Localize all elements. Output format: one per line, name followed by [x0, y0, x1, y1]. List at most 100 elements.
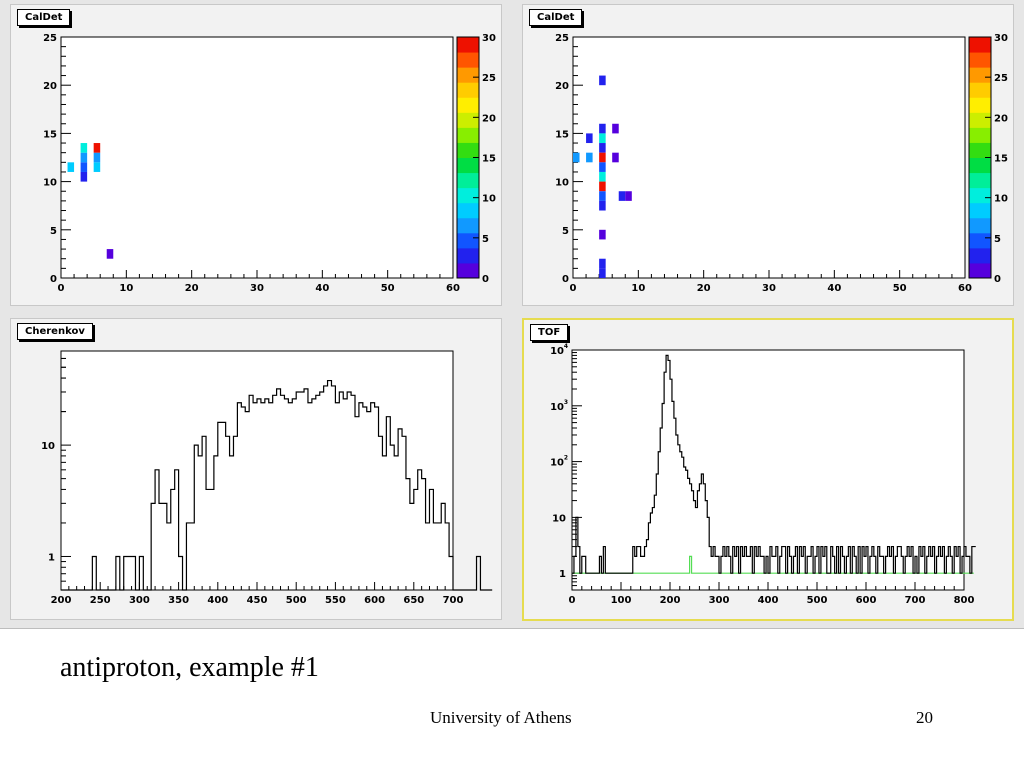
plot-frame — [572, 36, 966, 279]
palette-swatch — [969, 142, 991, 158]
heatmap-cell — [618, 191, 626, 201]
palette-swatch — [457, 157, 479, 174]
palette-swatch — [969, 67, 991, 83]
y-tick-label: 10 — [43, 178, 57, 189]
root-canvas: CalDet 0 10 20 30 40 50 60 0 5 10 15 20 25 0 5 10 15 20 25… — [0, 0, 1024, 629]
heatmap-cell — [599, 75, 606, 86]
y-tick-label: 15 — [555, 129, 569, 140]
histogram-line — [572, 354, 976, 574]
x-tick-label: 50 — [893, 283, 907, 294]
heatmap-cell — [612, 152, 619, 163]
x-tick-label: 650 — [403, 595, 424, 606]
palette-swatch — [457, 82, 479, 98]
y-tick-exponent: 3 — [564, 399, 568, 406]
palette-tick-label: 0 — [482, 274, 489, 285]
palette-swatch — [969, 232, 991, 249]
palette-tick-label: 30 — [994, 33, 1008, 44]
heatmap-cell — [599, 229, 606, 240]
heatmap-cell — [67, 162, 75, 172]
heatmap-cell — [586, 152, 593, 163]
cherenkov-plot: 200 250 300 350 400 450 500 550 600 650 700 1 10 — [41, 350, 493, 606]
heatmap-cell — [93, 143, 101, 153]
palette-swatch — [969, 157, 991, 174]
y-tick-label: 25 — [555, 33, 569, 44]
palette-tick-label: 5 — [482, 234, 489, 245]
page-number: 20 — [916, 708, 933, 727]
pad-cherenkov[interactable]: Cherenkov 200 250 300 350 400 450 500 550 600 650… — [10, 318, 502, 620]
heatmap-cell — [80, 143, 88, 153]
heatmap-cell — [80, 152, 88, 163]
heatmap-cell — [599, 143, 606, 153]
y-tick-label: 1 — [48, 552, 55, 563]
palette-swatch — [457, 172, 479, 189]
palette-swatch — [457, 142, 479, 158]
histogram-line-secondary — [572, 555, 974, 574]
palette-tick-label: 30 — [482, 33, 496, 44]
x-tick-label: 0 — [58, 283, 65, 294]
y-tick-label: 20 — [555, 81, 569, 92]
palette-tick-label: 25 — [482, 73, 496, 84]
x-tick-label: 10 — [119, 283, 133, 294]
x-tick-label: 30 — [762, 283, 776, 294]
palette-tick-label: 25 — [994, 73, 1008, 84]
x-tick-label: 100 — [611, 595, 632, 606]
palette-swatch — [969, 247, 991, 264]
palette-swatch — [457, 202, 479, 219]
palette-tick-label: 20 — [994, 113, 1008, 124]
caldet-2-plot: 0 10 20 30 40 50 60 0 5 10 15 20 25 0 5 10 15 20 25 30 — [555, 33, 1008, 294]
x-tick-label: 60 — [958, 283, 972, 294]
plot-frame — [571, 349, 965, 591]
x-tick-label: 350 — [168, 595, 189, 606]
palette-swatch — [969, 127, 991, 143]
y-tick-label: 25 — [43, 33, 57, 44]
heatmap-cell — [599, 258, 606, 269]
histogram-title: CalDet — [529, 9, 583, 26]
plot-frame — [60, 36, 454, 279]
y-tick-label: 10 — [41, 441, 55, 452]
x-tick-label: 400 — [207, 595, 228, 606]
x-tick-label: 0 — [569, 595, 576, 606]
palette-tick-label: 0 — [994, 274, 1001, 285]
palette-swatch — [457, 232, 479, 249]
heatmap-cell — [599, 171, 606, 182]
palette-swatch — [969, 112, 991, 128]
palette-swatch — [969, 82, 991, 98]
pad-caldet-2[interactable]: CalDet 0 10 20 30 40 50 60 0 5 10 15 20 25 0 5 10 15 20 25… — [522, 4, 1014, 306]
x-tick-label: 60 — [446, 283, 460, 294]
x-tick-label: 600 — [856, 595, 877, 606]
palette-swatch — [457, 97, 479, 113]
y-tick-label: 0 — [562, 274, 569, 285]
x-tick-label: 10 — [631, 283, 645, 294]
heatmap-cell — [599, 200, 606, 211]
footer-institution: University of Athens — [430, 708, 572, 727]
heatmap-cell — [586, 133, 593, 144]
heatmap-cell — [599, 133, 606, 144]
palette-swatch — [457, 187, 479, 204]
histogram-title: CalDet — [17, 9, 71, 26]
palette-swatch — [969, 202, 991, 219]
x-tick-label: 50 — [381, 283, 395, 294]
x-tick-label: 800 — [954, 595, 975, 606]
x-tick-label: 40 — [315, 283, 329, 294]
heatmap-cell — [106, 249, 114, 259]
palette-swatch — [969, 187, 991, 204]
palette-swatch — [969, 172, 991, 189]
palette-swatch — [969, 37, 991, 53]
x-tick-label: 500 — [807, 595, 828, 606]
palette-tick-label: 5 — [994, 234, 1001, 245]
palette-swatch — [457, 37, 479, 53]
x-tick-label: 200 — [660, 595, 681, 606]
y-tick-label: 15 — [43, 129, 57, 140]
y-tick-label: 10 — [555, 178, 569, 189]
heatmap-cell — [599, 268, 606, 278]
x-tick-label: 20 — [697, 283, 711, 294]
pad-tof[interactable]: TOF 0 100 200 300 400 500 600 700 800 1 10 10 2 10 3 10… — [522, 318, 1014, 621]
x-tick-label: 700 — [443, 595, 464, 606]
palette-tick-label: 15 — [994, 154, 1008, 165]
y-tick-label: 5 — [562, 226, 569, 237]
y-tick-label: 0 — [50, 274, 57, 285]
y-tick-label: 10 — [550, 458, 564, 469]
heatmap-cell — [599, 152, 606, 163]
pad-caldet-1[interactable]: CalDet 0 10 20 30 40 50 60 0 5 10 15 20 25 0 5 10 15 20 25… — [10, 4, 502, 306]
